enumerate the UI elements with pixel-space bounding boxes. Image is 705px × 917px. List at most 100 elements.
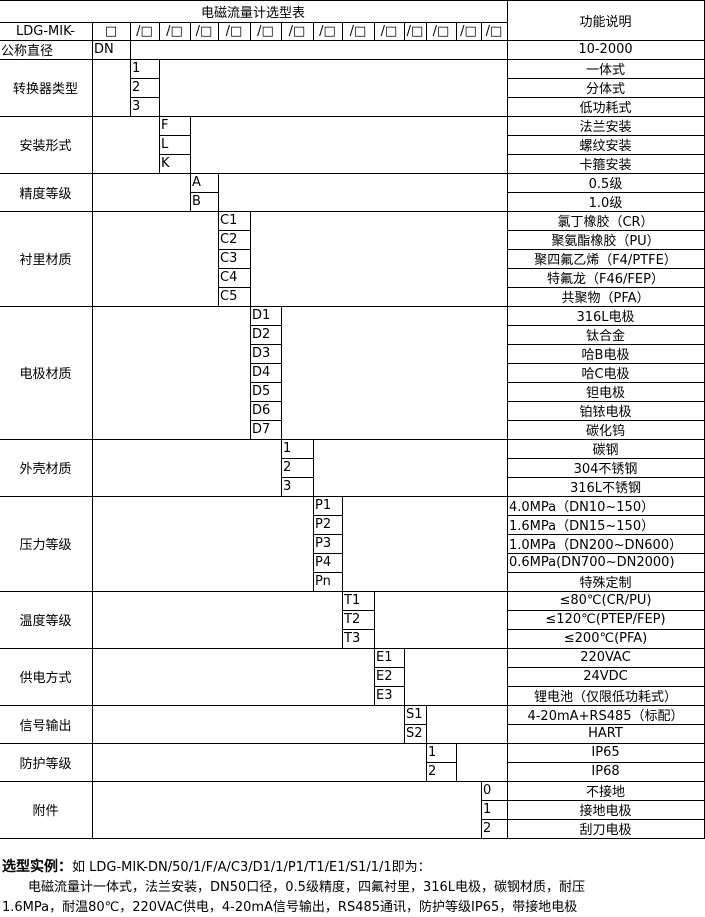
nominal-code: DN [92, 40, 131, 60]
blank-cell [92, 781, 482, 839]
code-box: /□ [481, 22, 508, 41]
option-desc: 碳化钨 [507, 420, 705, 440]
option-code: T3 [342, 629, 375, 649]
table-title: 电磁流量计选型表 [0, 1, 508, 23]
option-desc: ≤80℃(CR/PU) [507, 591, 705, 611]
option-desc: 4.0MPa（DN10~150） [507, 496, 705, 516]
option-code: S1 [404, 705, 427, 725]
blank-cell [218, 173, 508, 212]
option-desc: 碳钢 [507, 439, 705, 459]
option-code: D5 [250, 382, 282, 402]
option-code: D3 [250, 344, 282, 364]
code-box: /□ [404, 22, 427, 41]
group-label: 衬里材质 [0, 211, 93, 307]
blank-cell [342, 496, 508, 592]
option-desc: 低功耗式 [507, 97, 705, 117]
option-desc: 特氟龙（F46/FEP） [507, 268, 705, 288]
option-desc: 0.6MPa(DN700~DN2000) [507, 553, 705, 573]
code-box: /□ [313, 22, 343, 41]
option-code: 3 [130, 97, 160, 117]
code-box: /□ [374, 22, 405, 41]
blank-cell [426, 705, 508, 744]
group-label: 温度等级 [0, 591, 93, 649]
option-desc: 1.0MPa（DN200~DN600） [507, 534, 705, 554]
group-label: 附件 [0, 781, 93, 839]
option-desc: 哈B电极 [507, 344, 705, 364]
blank-cell [92, 591, 343, 649]
option-desc: 卡箍安装 [507, 154, 705, 174]
option-desc: 接地电极 [507, 800, 705, 820]
option-desc: IP68 [507, 762, 705, 782]
blank-cell [313, 439, 508, 497]
option-desc: 4-20mA+RS485（标配） [507, 705, 705, 725]
option-code: C5 [218, 287, 251, 307]
group-label: 压力等级 [0, 496, 93, 592]
code-box: /□ [342, 22, 375, 41]
option-code: 1 [481, 800, 508, 820]
option-desc: 1.0级 [507, 192, 705, 212]
option-code: D4 [250, 363, 282, 383]
option-code: E1 [374, 648, 405, 668]
option-desc: 不接地 [507, 781, 705, 801]
code-box: /□ [130, 22, 160, 41]
option-code: F [159, 116, 191, 136]
group-label: 电极材质 [0, 306, 93, 440]
option-desc: 一体式 [507, 59, 705, 79]
code-box: /□ [190, 22, 219, 41]
blank-cell [250, 211, 508, 307]
group-label: 信号输出 [0, 705, 93, 744]
group-label: 精度等级 [0, 173, 93, 212]
option-desc: 法兰安装 [507, 116, 705, 136]
option-desc: 铂铱电极 [507, 401, 705, 421]
option-code: 2 [130, 78, 160, 98]
option-code: C2 [218, 230, 251, 250]
option-desc: 0.5级 [507, 173, 705, 193]
option-desc: HART [507, 724, 705, 744]
option-desc: 220VAC [507, 648, 705, 668]
option-code: C1 [218, 211, 251, 231]
blank-cell [92, 705, 405, 744]
option-code: D6 [250, 401, 282, 421]
option-code: D1 [250, 306, 282, 326]
blank-cell [374, 591, 508, 649]
option-code: D2 [250, 325, 282, 345]
blank-cell [92, 173, 191, 212]
option-code: E2 [374, 667, 405, 687]
code-box: /□ [159, 22, 191, 41]
option-desc: 氯丁橡胶（CR） [507, 211, 705, 231]
option-desc: 共聚物（PFA） [507, 287, 705, 307]
blank-cell [456, 743, 508, 782]
option-code: P4 [313, 553, 343, 573]
option-desc: 螺纹安装 [507, 135, 705, 155]
blank-cell [92, 211, 219, 307]
option-code: L [159, 135, 191, 155]
example-code: 如 LDG-MIK-DN/50/1/F/A/C3/D1/1/P1/T1/E1/S… [72, 860, 431, 875]
model-prefix: LDG-MIK- [0, 22, 93, 41]
blank-cell [404, 648, 508, 706]
option-desc: 钽电极 [507, 382, 705, 402]
option-code: K [159, 154, 191, 174]
option-code: P2 [313, 515, 343, 535]
option-desc: 钛合金 [507, 325, 705, 345]
option-desc: 聚氨酯橡胶（PU） [507, 230, 705, 250]
option-desc: 特殊定制 [507, 572, 705, 592]
option-code: T1 [342, 591, 375, 611]
code-box: /□ [426, 22, 457, 41]
blank-cell [281, 306, 508, 440]
blank-cell [92, 648, 375, 706]
group-label: 外壳材质 [0, 439, 93, 497]
option-desc: 304不锈钢 [507, 458, 705, 478]
option-code: 2 [481, 819, 508, 839]
blank-cell [92, 116, 160, 174]
option-code: C3 [218, 249, 251, 269]
option-desc: 哈C电极 [507, 363, 705, 383]
blank-cell [190, 116, 508, 174]
option-code: P1 [313, 496, 343, 516]
blank-cell [92, 59, 131, 117]
option-desc: 刮刀电极 [507, 819, 705, 839]
option-desc: 1.6MPa（DN15~150） [507, 515, 705, 535]
option-code: A [190, 173, 219, 193]
blank-cell [92, 306, 251, 440]
blank-cell [130, 40, 508, 60]
